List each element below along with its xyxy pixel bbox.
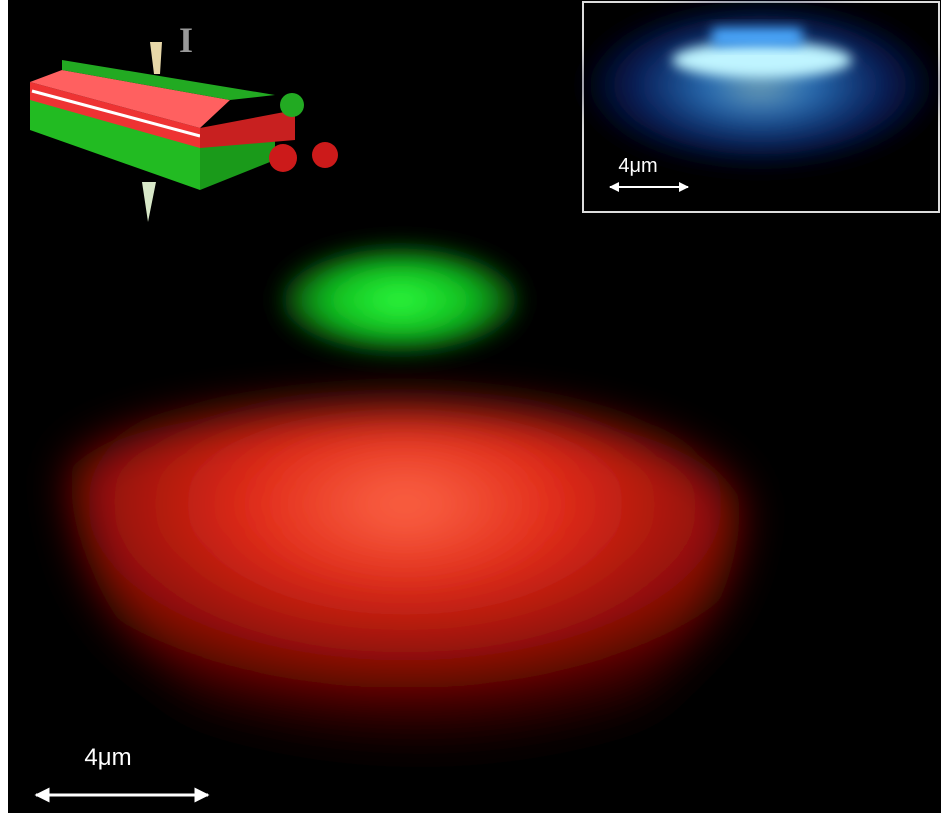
current-label: I <box>179 20 193 60</box>
inset-scale-label: 4μm <box>618 155 657 177</box>
blue-top <box>712 28 802 46</box>
green-photon <box>280 93 304 117</box>
blue-halo <box>585 5 935 165</box>
scale-label: 4μm <box>84 744 131 771</box>
red-photon <box>269 144 297 172</box>
inset: 4μm <box>582 1 940 213</box>
red-emission <box>70 405 740 735</box>
laser-schematic: I <box>30 20 338 222</box>
blue-core <box>672 42 852 78</box>
red-photon <box>312 142 338 168</box>
green-emission <box>282 248 518 352</box>
